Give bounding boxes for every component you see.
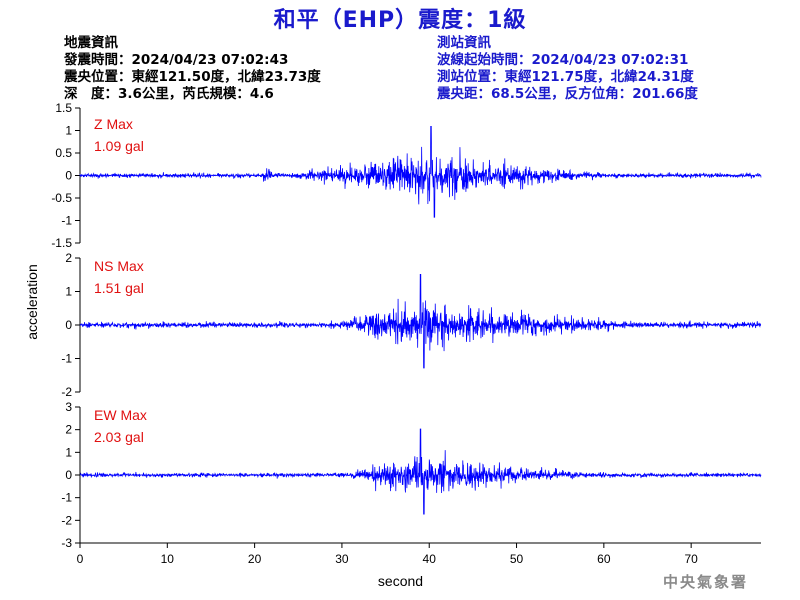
depth-magnitude: 深 度：3.6公里，芮氏規模：4.6 (64, 86, 274, 102)
max-title-ns: NS Max (94, 258, 144, 274)
y-tick-label-z-6: -1.5 (51, 236, 72, 250)
panel-z: 1.5 1 0.5 0 -0.5 -1 -1.5 Z Max 1.09 gal (51, 101, 762, 250)
panel-ew: 3 2 1 0 -1 -2 -3 EW Max 2.03 gal (61, 400, 762, 550)
y-tick-label-ew-2: 1 (65, 445, 72, 459)
y-tick-label-ns-2: 0 (65, 318, 72, 332)
panel-ns: 2 1 0 -1 -2 NS Max 1.51 gal (61, 251, 762, 399)
x-tick-label-5: 50 (510, 552, 524, 566)
y-tick-label-z-5: -1 (61, 214, 72, 228)
x-tick-label-7: 70 (684, 552, 698, 566)
credit-label: 中央氣象署 (662, 573, 748, 591)
y-tick-label-ns-4: -2 (61, 385, 72, 399)
station-location: 測站位置：東經121.75度，北緯24.31度 (437, 69, 694, 85)
y-tick-label-z-3: 0 (65, 169, 72, 183)
origin-time: 發震時間：2024/04/23 07:02:43 (64, 52, 289, 68)
max-value-ew: 2.03 gal (94, 429, 144, 445)
epicenter-location: 震央位置：東經121.50度，北緯23.73度 (64, 69, 321, 85)
max-title-ew: EW Max (94, 407, 147, 423)
y-tick-label-ew-5: -2 (61, 513, 72, 527)
y-tick-label-ew-1: 2 (65, 423, 72, 437)
y-tick-label-z-1: 1 (65, 124, 72, 138)
waveform-ns (79, 274, 762, 369)
y-tick-label-ew-3: 0 (65, 468, 72, 482)
earthquake-info-heading: 地震資訊 (64, 35, 118, 51)
x-tick-label-1: 10 (161, 552, 175, 566)
y-tick-label-z-4: -0.5 (51, 191, 72, 205)
y-tick-label-ns-1: 1 (65, 285, 72, 299)
y-tick-label-ew-0: 3 (65, 400, 72, 414)
y-tick-label-ns-3: -1 (61, 352, 72, 366)
y-tick-label-ew-6: -3 (61, 536, 72, 550)
waveform-ew (79, 428, 762, 515)
waveform-start-time: 波線起始時間：2024/04/23 07:02:31 (437, 52, 689, 68)
x-tick-label-3: 30 (335, 552, 349, 566)
station-info: 測站資訊 波線起始時間：2024/04/23 07:02:31 測站位置：東經1… (437, 35, 698, 103)
station-info-heading: 測站資訊 (437, 35, 491, 51)
max-value-z: 1.09 gal (94, 138, 144, 154)
y-tick-label-ns-0: 2 (65, 251, 72, 265)
max-title-z: Z Max (94, 116, 133, 132)
earthquake-info: 地震資訊 發震時間：2024/04/23 07:02:43 震央位置：東經121… (64, 35, 321, 103)
epicentral-distance: 震央距：68.5公里，反方位角：201.66度 (437, 86, 698, 102)
max-value-ns: 1.51 gal (94, 280, 144, 296)
x-tick-label-6: 60 (597, 552, 611, 566)
y-tick-label-z-2: 0.5 (55, 146, 72, 160)
y-tick-label-z-0: 1.5 (55, 101, 72, 115)
chart-title: 和平（EHP）震度：1級 (273, 8, 527, 33)
x-axis-label: second (378, 573, 423, 589)
x-tick-label-0: 0 (77, 552, 84, 566)
waveform-z (79, 126, 762, 218)
x-tick-label-4: 40 (423, 552, 437, 566)
y-tick-label-ew-4: -1 (61, 491, 72, 505)
y-axis-label: acceleration (24, 264, 40, 340)
x-tick-label-2: 20 (248, 552, 262, 566)
